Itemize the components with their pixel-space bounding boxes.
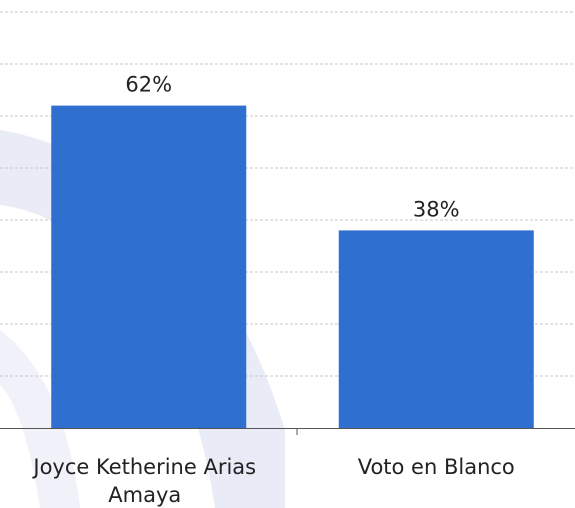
bars (51, 105, 534, 428)
category-label: Voto en Blanco (358, 455, 515, 479)
bar (51, 105, 247, 428)
data-label: 38% (413, 197, 460, 221)
category-labels: Joyce Ketherine Arias Amaya Voto en Blanco (31, 428, 515, 507)
category-label: Amaya (108, 483, 181, 507)
data-labels: 62% 38% (125, 73, 459, 222)
category-label: Joyce Ketherine Arias (31, 455, 256, 479)
data-label: 62% (125, 73, 172, 97)
watermark-arc-small (0, 330, 80, 508)
bar (338, 230, 534, 428)
